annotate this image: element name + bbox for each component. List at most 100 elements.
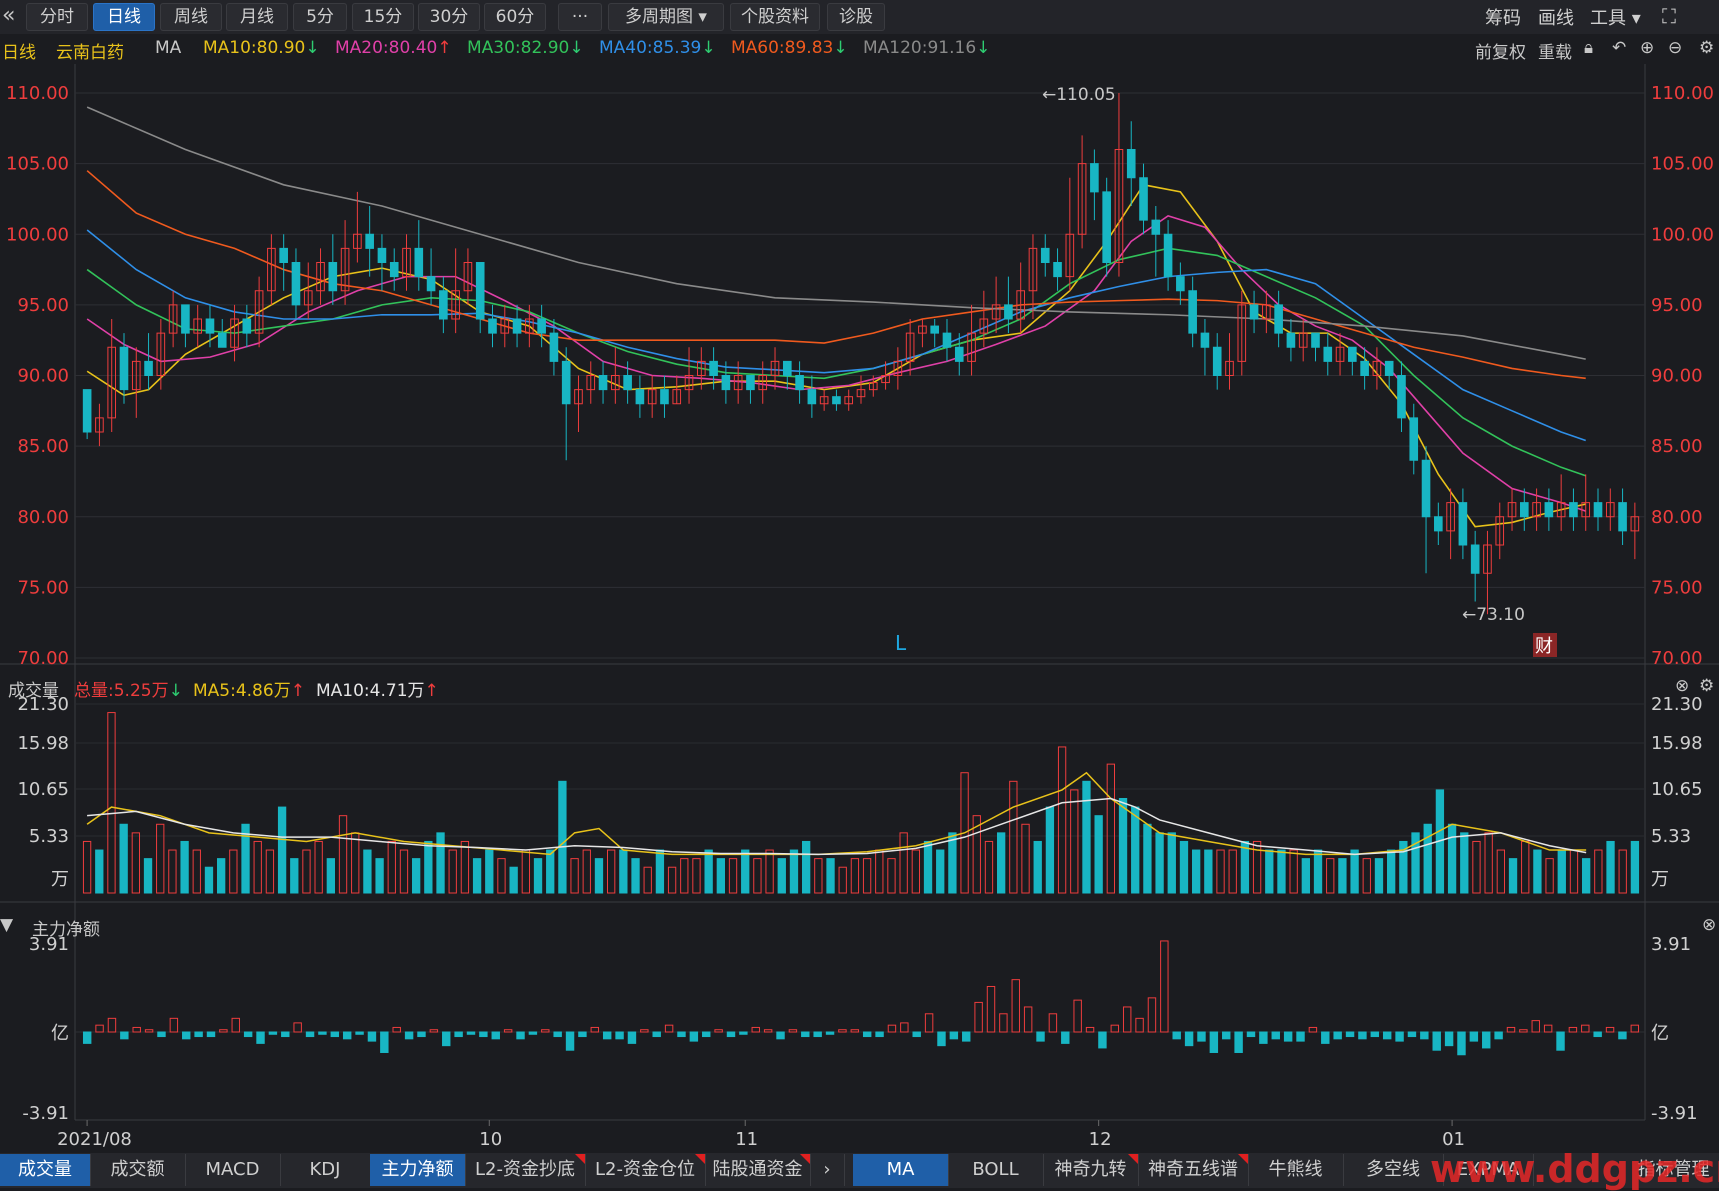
lock-icon[interactable]: 🔒︎: [1584, 38, 1594, 58]
candle-body: [1556, 502, 1566, 518]
candle-body: [1090, 163, 1099, 193]
indicator-tab-5[interactable]: L2-资金抄底: [465, 1154, 586, 1186]
tab-1[interactable]: 日线: [93, 3, 155, 31]
indicator-tab-1[interactable]: 成交额: [90, 1154, 186, 1186]
more-tabs-icon[interactable]: ›: [810, 1154, 845, 1186]
indicator-tab-6[interactable]: L2-资金仓位: [585, 1154, 706, 1186]
tab-5[interactable]: 15分: [352, 3, 414, 31]
flow-bar: [355, 1031, 364, 1035]
indicator-tab-0[interactable]: 成交量: [0, 1154, 91, 1186]
expand-icon[interactable]: ⛶: [1662, 4, 1676, 28]
overlay-tab-2[interactable]: 神奇九转: [1043, 1154, 1139, 1186]
tab-9[interactable]: 多周期图 ▾: [608, 3, 724, 31]
volume-tick-left: 21.30: [17, 694, 69, 715]
overlay-tab-3[interactable]: 神奇五线谱: [1138, 1154, 1249, 1186]
close-icon[interactable]: ⊗: [1675, 676, 1690, 696]
indicator-manage-button[interactable]: 指标管理: [1637, 1159, 1710, 1180]
flow-bar: [144, 1029, 154, 1033]
tab-6[interactable]: 30分: [418, 3, 480, 31]
volume-bar: [643, 866, 652, 894]
reload-button[interactable]: 重载: [1538, 43, 1572, 63]
candle-body: [1532, 502, 1541, 518]
volume-ma5-line: [86, 771, 1587, 856]
flow-bar: [677, 1031, 686, 1038]
indicator-tab-3[interactable]: KDJ: [280, 1154, 371, 1186]
candle-body: [131, 360, 141, 391]
draw-button[interactable]: 画线: [1538, 8, 1574, 29]
volume-bar: [192, 849, 201, 894]
overlay-tab-4[interactable]: 牛熊线: [1248, 1154, 1344, 1186]
indicator-tab-7[interactable]: 陆股通资金: [705, 1154, 811, 1186]
candle-body: [660, 389, 669, 405]
flow-bar: [182, 1031, 191, 1040]
overlay-tab-1[interactable]: BOLL: [948, 1154, 1044, 1186]
overlay-tab-0[interactable]: MA: [853, 1154, 949, 1186]
candle-body: [1102, 191, 1111, 263]
ma-line-ma40: [86, 229, 1586, 442]
candle-body: [1348, 346, 1357, 362]
candle-body: [1495, 516, 1505, 546]
indicator-tab-4[interactable]: 主力净额: [370, 1154, 466, 1186]
candle-body: [918, 325, 927, 334]
flow-bar: [1543, 1024, 1553, 1033]
volume-bar: [997, 832, 1006, 894]
stock-name[interactable]: 云南白药: [56, 43, 124, 63]
zoom-in-icon[interactable]: ⊕: [1640, 38, 1655, 58]
tab-8[interactable]: ···: [558, 3, 602, 31]
candle-body: [1176, 276, 1185, 292]
tab-0[interactable]: 分时: [26, 3, 88, 31]
ma120-value: MA120:91.16↓: [863, 38, 991, 58]
candle-body: [181, 304, 190, 334]
candle-body: [1618, 502, 1627, 532]
price-tick-right: 70.00: [1651, 648, 1703, 669]
flow-bar: [1011, 979, 1020, 1033]
flow-bar: [330, 1031, 340, 1038]
chip-button[interactable]: 筹码: [1485, 8, 1521, 29]
tab-4[interactable]: 5分: [293, 3, 347, 31]
candle-body: [156, 332, 166, 376]
overlay-tab-5[interactable]: 多空线: [1343, 1154, 1444, 1186]
adjust-forward[interactable]: 前复权: [1475, 43, 1526, 63]
volume-bar: [716, 858, 725, 894]
tab-2[interactable]: 周线: [160, 3, 222, 31]
candle-body: [107, 346, 117, 419]
gear-icon[interactable]: ⚙: [1699, 676, 1715, 696]
candle-body: [905, 332, 915, 362]
flow-bar: [1308, 1026, 1318, 1033]
tab-11[interactable]: 诊股: [827, 3, 885, 31]
flow-bar: [1395, 1031, 1404, 1042]
ma20-value: MA20:80.40↑: [335, 38, 452, 58]
flow-bar: [1283, 1031, 1293, 1042]
volume-bar: [448, 849, 457, 894]
undo-icon[interactable]: ↶: [1612, 38, 1627, 58]
zoom-out-icon[interactable]: ⊖: [1668, 38, 1683, 58]
flow-bar: [268, 1031, 278, 1035]
tab-3[interactable]: 月线: [226, 3, 288, 31]
kline-chart[interactable]: 110.00 105.00 100.00 95.00 90.00 85.00 80.00 75…: [0, 0, 1719, 1150]
collapse-left-icon[interactable]: «: [2, 3, 16, 28]
flow-bar: [1432, 1031, 1441, 1051]
flow-bar: [541, 1029, 550, 1033]
close-icon[interactable]: ⊗: [1702, 915, 1717, 935]
volume-bar: [302, 849, 311, 894]
candle-body: [1311, 332, 1320, 348]
flow-bar: [1122, 1006, 1132, 1033]
indicator-tab-2[interactable]: MACD: [185, 1154, 281, 1186]
flow-tick-left: 亿: [51, 1023, 69, 1044]
finance-badge[interactable]: [1533, 633, 1557, 657]
tools-menu[interactable]: 工具 ▾: [1590, 8, 1641, 29]
candle-body: [303, 290, 313, 306]
flow-bar: [404, 1031, 414, 1040]
overlay-tab-6[interactable]: EXPMA: [1443, 1154, 1534, 1186]
volume-bar: [497, 858, 506, 894]
volume-bar: [862, 858, 872, 894]
candle-body: [770, 360, 780, 376]
collapse-icon[interactable]: ▼: [0, 915, 14, 935]
tab-10[interactable]: 个股资料: [730, 3, 820, 31]
tab-7[interactable]: 60分: [484, 3, 546, 31]
flow-bar: [107, 1017, 117, 1033]
volume-bar: [814, 858, 823, 894]
top-toolbar: « 分时 日线 周线 月线 5分 15分 30分 60分 ··· 多周期图 ▾ 个股资料 诊股 筹码 …: [0, 0, 1719, 34]
candle-body: [254, 290, 264, 334]
gear-icon[interactable]: ⚙: [1699, 38, 1715, 58]
